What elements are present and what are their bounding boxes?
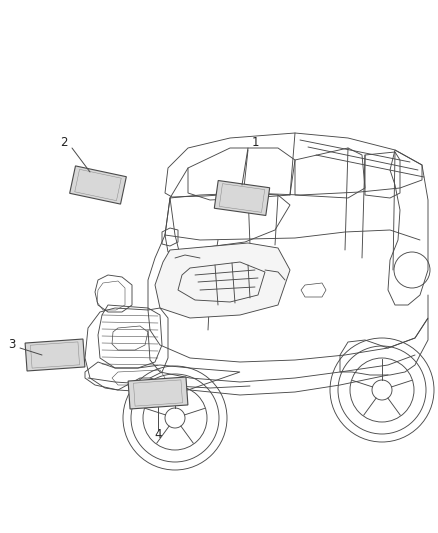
- Text: 1: 1: [252, 136, 259, 149]
- Polygon shape: [70, 166, 126, 204]
- Polygon shape: [155, 243, 290, 318]
- Polygon shape: [214, 181, 270, 215]
- Text: 3: 3: [9, 337, 16, 351]
- Text: 4: 4: [154, 429, 162, 441]
- Polygon shape: [128, 377, 188, 409]
- Text: 2: 2: [60, 136, 68, 149]
- Polygon shape: [25, 339, 85, 371]
